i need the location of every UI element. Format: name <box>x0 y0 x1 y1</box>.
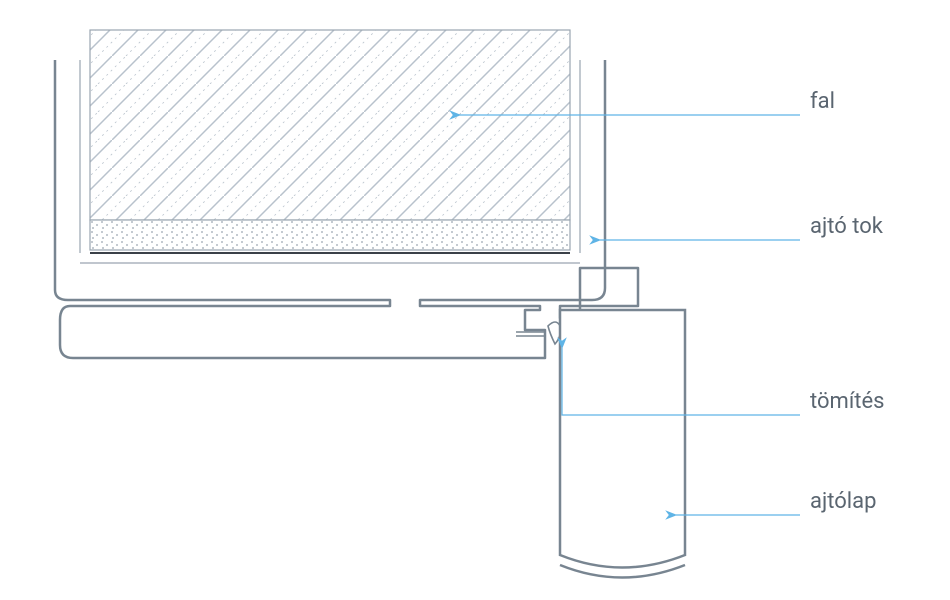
filler-band <box>90 220 570 250</box>
diagram-container: fal ajtó tok tömítés ajtólap <box>0 0 950 600</box>
label-door-frame: ajtó tok <box>810 214 884 239</box>
seal-detail <box>516 322 560 344</box>
label-wall: fal <box>810 89 835 114</box>
wall-section <box>90 30 570 220</box>
door-leaf <box>560 310 685 578</box>
label-seal: tömítés <box>810 389 885 414</box>
label-door-leaf: ajtólap <box>810 489 876 514</box>
cross-section-svg: fal ajtó tok tömítés ajtólap <box>0 0 950 600</box>
